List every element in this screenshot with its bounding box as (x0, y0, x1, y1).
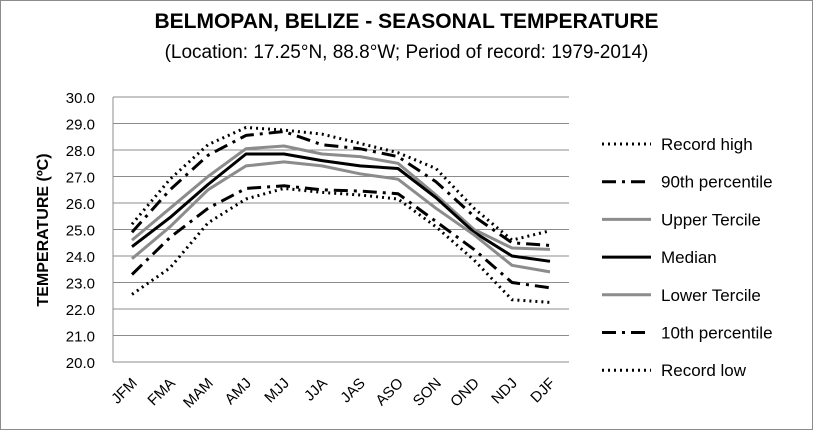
y-tick-label: 23.0 (66, 276, 95, 293)
x-tick-label: FMA (144, 375, 178, 409)
series-line-record-high (130, 126, 551, 242)
y-tick-label: 25.0 (66, 223, 95, 240)
y-axis-label: TEMPERATURE (ºC) (35, 153, 52, 306)
plot-area (112, 97, 569, 363)
legend-label: Lower Tercile (661, 286, 761, 305)
legend-label: Median (661, 248, 717, 267)
series-line-median (131, 152, 551, 263)
legend-label: Record high (661, 135, 753, 154)
x-tick-label: JAS (337, 375, 368, 406)
legend-label: Upper Tercile (661, 210, 761, 229)
y-tick-label: 27.0 (66, 170, 95, 187)
x-tick-label: ASO (372, 375, 406, 409)
series-line-lower-tercile (131, 160, 551, 274)
x-tick-label: JFM (108, 375, 141, 408)
legend: Record high 90th percentile Upper Tercile M… (602, 135, 773, 380)
y-tick-label: 26.0 (66, 196, 95, 213)
x-tick-label: MJJ (261, 375, 292, 406)
x-tick-label: MAM (180, 375, 217, 412)
series-line-90th-percentile (130, 130, 551, 247)
y-tick-label: 24.0 (66, 249, 95, 266)
series-line-10th-percentile (130, 184, 551, 290)
x-tick-label: JJA (301, 375, 331, 405)
x-tick-label: SON (410, 375, 445, 410)
x-tick-label: DJF (527, 375, 558, 406)
chart-subtitle: (Location: 17.25°N, 88.8°W; Period of re… (164, 42, 649, 63)
y-tick-label: 21.0 (66, 329, 95, 346)
x-tick-label: NDJ (488, 375, 521, 408)
x-tick-label: OND (447, 375, 483, 411)
x-axis-ticks: JFM FMA MAM AMJ MJJ JJA JAS ASO SON OND NDJ DJF (108, 375, 559, 412)
series-line-record-low (131, 186, 551, 304)
y-tick-label: 29.0 (66, 117, 95, 134)
series-lines (130, 126, 551, 304)
series-line-upper-tercile (131, 144, 551, 251)
y-axis-ticks: 20.0 21.0 22.0 23.0 24.0 25.0 26.0 27.0 28.0 29.0… (66, 90, 95, 372)
chart-title: BELMOPAN, BELIZE - SEASONAL TEMPERATURE (154, 10, 659, 33)
y-tick-label: 20.0 (66, 355, 95, 372)
legend-label: Record low (661, 361, 747, 380)
x-tick-label: AMJ (222, 375, 255, 408)
y-tick-label: 30.0 (66, 90, 95, 107)
y-tick-label: 28.0 (66, 143, 95, 160)
y-tick-label: 22.0 (66, 302, 95, 319)
legend-label: 90th percentile (661, 173, 773, 192)
legend-label: 10th percentile (661, 324, 773, 343)
